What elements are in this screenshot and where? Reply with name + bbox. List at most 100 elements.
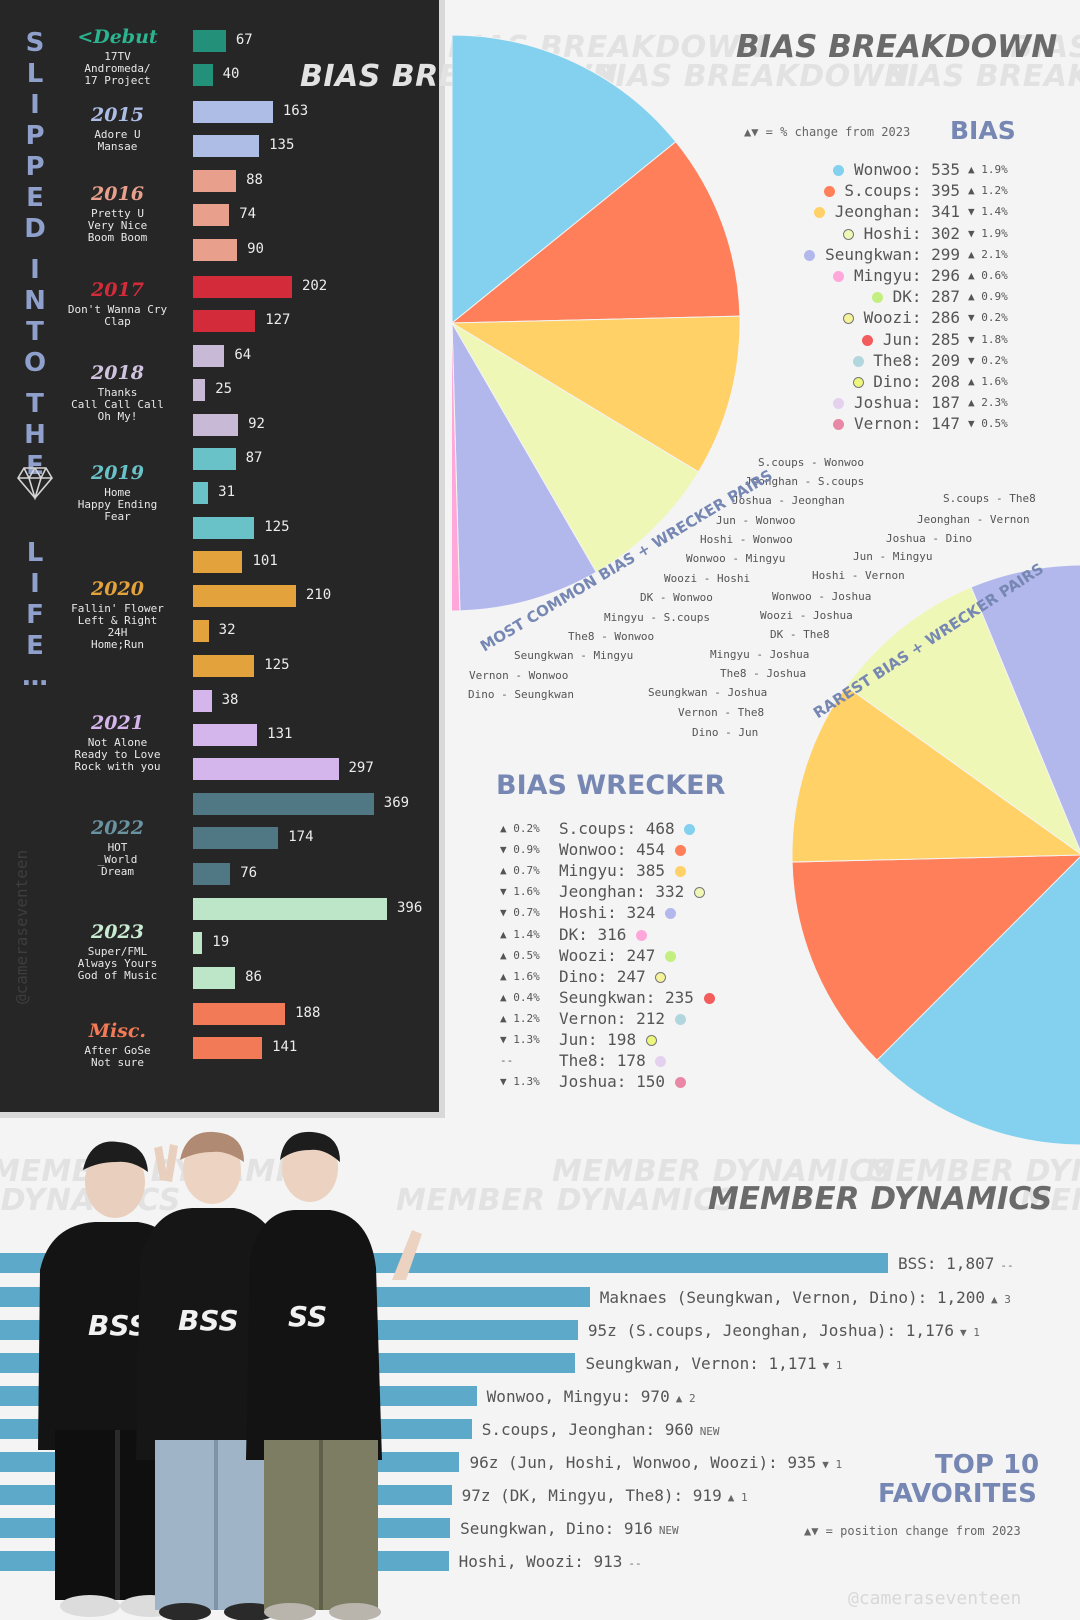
common-pair-item: S.coups - Wonwoo <box>758 456 864 469</box>
side-title-letter: T <box>26 317 44 347</box>
rare-pair-item: Hoshi - Vernon <box>812 569 905 582</box>
era-bar-value: 38 <box>221 692 239 708</box>
bias-wrecker-title: BIAS WRECKER <box>496 770 726 801</box>
bias-legend-change: ▲ 1.6% <box>968 375 1008 388</box>
bias-legend-value: 287 <box>931 287 960 307</box>
legend-color-dot <box>674 845 686 857</box>
favorite-label: Wonwoo, Mingyu: 970 ▲ 2 <box>487 1387 696 1406</box>
bias-legend-change: ▲ 2.3% <box>968 396 1008 410</box>
wrecker-legend-row: DK: 316 <box>559 924 648 944</box>
bias-legend-change: ▲ 0.9% <box>968 290 1008 304</box>
bias-legend-change: ▼ 0.5% <box>968 417 1008 431</box>
era-bar <box>193 379 206 401</box>
wrecker-legend-change: ▼ 1.3% <box>500 1075 540 1089</box>
era-year-label: 2022 <box>91 817 144 839</box>
favorite-value: 1,807 <box>946 1254 995 1273</box>
era-year-label: 2015 <box>91 104 144 126</box>
era-song-label: Clap <box>104 315 131 328</box>
wrecker-legend-name: Vernon <box>559 1008 617 1028</box>
wrecker-legend-separator: : <box>616 861 637 881</box>
bias-legend-separator: : <box>911 308 932 328</box>
side-title-letter: D <box>24 214 46 244</box>
bias-legend-name: Joshua <box>854 393 912 413</box>
favorite-name: Seungkwan, Vernon <box>585 1354 750 1373</box>
era-bar <box>193 204 230 226</box>
wrecker-legend-change: ▲ 1.4% <box>500 927 540 941</box>
favorite-separator: : <box>574 1552 594 1571</box>
svg-text:SS: SS <box>288 1300 327 1333</box>
favorite-label: 96z (Jun, Hoshi, Wonwoo, Woozi): 935 ▼ 1 <box>469 1453 842 1472</box>
legend-color-dot <box>871 292 883 304</box>
era-bar <box>193 758 339 780</box>
era-bar <box>193 482 209 504</box>
era-song-label: Don't Wanna Cry <box>67 303 168 316</box>
wrecker-legend-change: ▲ 0.2% <box>500 822 540 835</box>
era-bar <box>193 101 273 123</box>
bias-legend-value: 535 <box>931 160 960 179</box>
era-song-label: Adore U <box>94 128 141 141</box>
wrecker-legend-name: Joshua <box>559 1072 617 1092</box>
bias-legend-row: Jun: 285 <box>862 330 960 349</box>
era-bar-value: 74 <box>239 206 257 222</box>
legend-color-dot <box>645 1035 657 1046</box>
bias-legend-row: Seungkwan: 299 <box>804 245 960 264</box>
favorite-label: 95z (S.coups, Jeonghan, Joshua): 1,176 ▼ … <box>588 1321 980 1340</box>
bias-legend-separator: : <box>911 160 932 179</box>
wrecker-legend-value: 150 <box>636 1072 665 1092</box>
rare-pair-item: The8 - Joshua <box>720 667 807 680</box>
legend-color-dot <box>655 971 667 983</box>
common-pair-item: Wonwoo - Mingyu <box>686 552 786 565</box>
wrecker-legend-name: Woozi <box>559 945 608 965</box>
common-pair-item: Dino - Seungkwan <box>468 688 574 701</box>
wrecker-legend-separator: : <box>607 903 627 923</box>
wrecker-legend-value: 454 <box>636 840 665 860</box>
side-title-letter: … <box>22 662 48 692</box>
wrecker-legend-row: Jun: 198 <box>559 1030 657 1049</box>
legend-color-dot <box>804 249 816 261</box>
wrecker-legend-row: Vernon: 212 <box>559 1009 686 1028</box>
wrecker-legend-value: 247 <box>626 945 656 965</box>
favorite-change: ▼ 1 <box>822 1359 843 1372</box>
bias-legend-row: Woozi: 286 <box>843 308 960 327</box>
era-bar-value: 297 <box>348 760 374 776</box>
wrecker-legend-name: Dino <box>559 966 598 986</box>
era-song-label: Oh My! <box>97 410 138 423</box>
era-bar-value: 40 <box>222 66 240 82</box>
bias-legend-name: DK <box>892 287 912 307</box>
wrecker-legend-name: Hoshi <box>559 903 608 923</box>
era-song-label: Rock with you <box>74 760 161 773</box>
favorite-change: ▼ 1 <box>822 1458 843 1471</box>
bias-legend-name: Jeonghan <box>834 202 912 222</box>
side-title-letter: P <box>25 121 45 151</box>
rare-pair-item: Seungkwan - Joshua <box>648 686 768 699</box>
pie-slice-mingyu <box>791 685 1080 863</box>
era-year-label: 2019 <box>91 462 144 484</box>
bias-legend-value: 395 <box>931 181 960 201</box>
era-song-label: 17TV <box>104 50 131 63</box>
pie-slice-hoshi <box>452 322 700 573</box>
bias-legend-name: Mingyu <box>854 266 912 285</box>
favorite-separator: : <box>768 1453 788 1472</box>
era-song-label: Boom Boom <box>87 231 148 244</box>
wrecker-legend-value: 316 <box>597 924 627 944</box>
bias-legend-separator: : <box>911 329 932 349</box>
era-bar <box>193 932 203 954</box>
bias-legend-separator: : <box>911 350 932 370</box>
wrecker-legend-value: 178 <box>616 1051 646 1071</box>
side-title-letter: P <box>25 152 45 182</box>
era-song-label: Not Alone <box>87 736 148 749</box>
era-bar-value: 125 <box>264 657 290 673</box>
wrecker-legend-separator: : <box>597 966 617 986</box>
rare-pair-item: DK - The8 <box>770 628 830 641</box>
era-year-label: 2018 <box>91 362 144 384</box>
era-song-label: _World <box>97 853 138 866</box>
bias-legend-name: Hoshi <box>863 223 912 243</box>
wrecker-legend-value: 468 <box>645 819 675 838</box>
bias-legend-value: 296 <box>931 266 960 285</box>
era-year-label: 2020 <box>91 578 144 600</box>
favorite-value: 919 <box>692 1486 722 1505</box>
bias-legend-separator: : <box>911 414 932 434</box>
era-year-label: 2017 <box>91 279 144 301</box>
favorite-separator: : <box>917 1288 937 1307</box>
